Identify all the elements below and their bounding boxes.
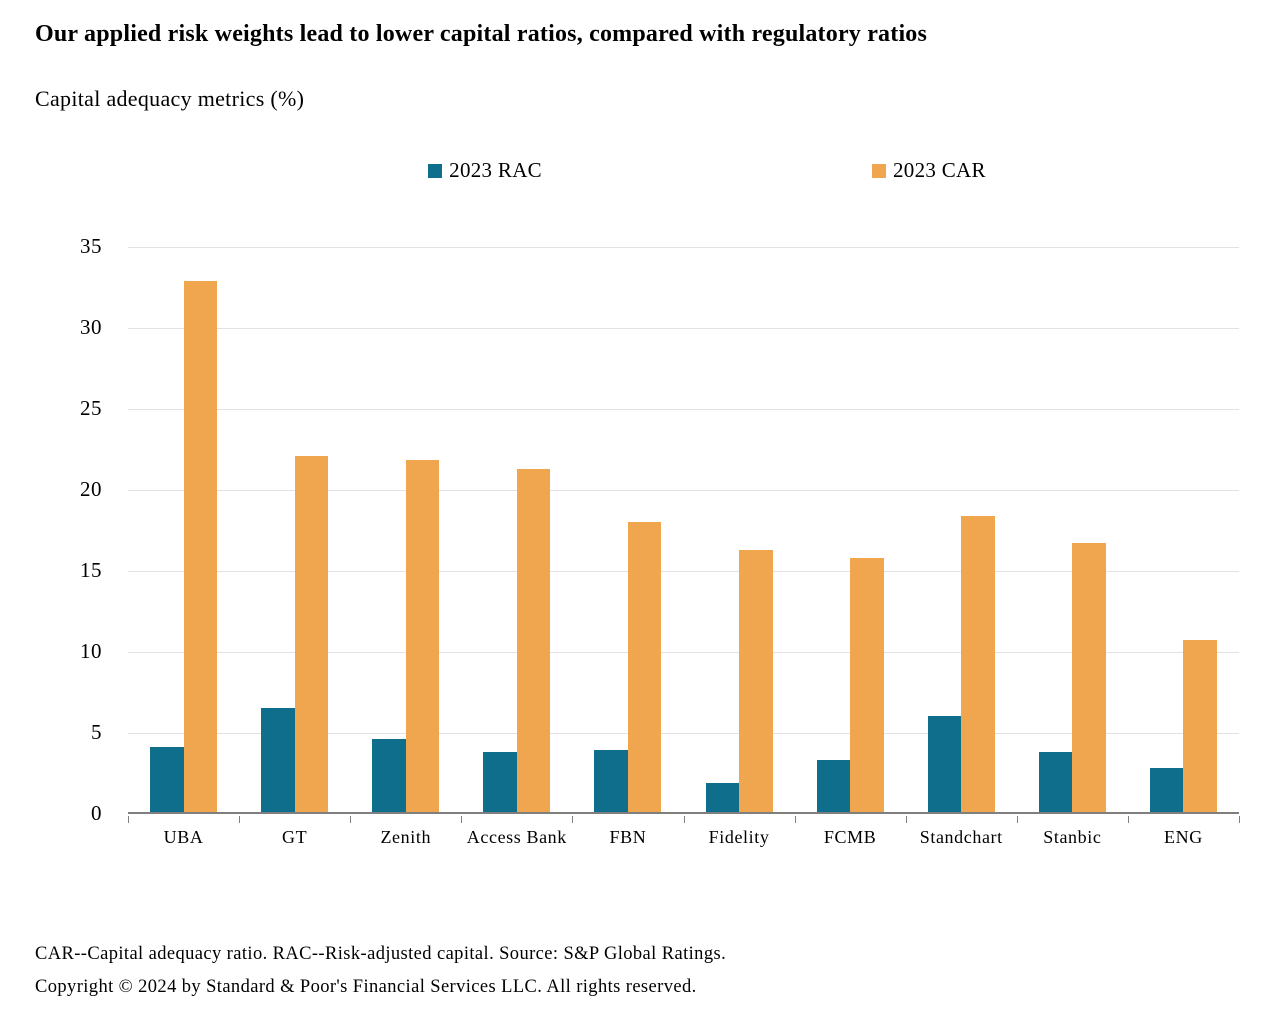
bar-2023-rac-fidelity bbox=[705, 782, 740, 812]
bar-2023-rac-access-bank bbox=[483, 752, 517, 812]
gridline-25 bbox=[128, 409, 1239, 410]
x-category-label-standchart: Standchart bbox=[919, 827, 1003, 847]
y-tick-label-5: 5 bbox=[91, 720, 102, 744]
bar-2023-rac-zenith bbox=[372, 739, 406, 812]
gridline-5 bbox=[128, 733, 1239, 734]
bar-2023-rac-fcmb bbox=[816, 760, 851, 812]
x-axis-tick bbox=[461, 816, 463, 823]
x-axis-tick bbox=[350, 816, 352, 823]
y-tick-label-30: 30 bbox=[80, 315, 102, 339]
x-axis-tick bbox=[239, 816, 241, 823]
x-category-label-gt: GT bbox=[282, 827, 308, 847]
gridline-15 bbox=[128, 571, 1239, 572]
y-tick-label-20: 20 bbox=[80, 477, 102, 501]
bar-2023-car-fbn bbox=[627, 522, 662, 812]
y-tick-label-15: 15 bbox=[80, 558, 102, 582]
bar-2023-car-standchart bbox=[961, 515, 995, 812]
bar-2023-car-zenith bbox=[405, 460, 440, 812]
gridline-20 bbox=[128, 490, 1239, 491]
chart-title: Our applied risk weights lead to lower c… bbox=[35, 21, 928, 47]
x-axis-tick bbox=[1127, 816, 1129, 823]
x-category-label-fbn: FBN bbox=[609, 827, 647, 847]
y-tick-label-10: 10 bbox=[80, 639, 102, 663]
bar-2023-car-gt bbox=[294, 455, 329, 812]
x-category-label-eng: ENG bbox=[1164, 827, 1203, 847]
y-tick-label-35: 35 bbox=[80, 234, 102, 258]
bar-2023-rac-stanbic bbox=[1038, 752, 1073, 812]
bar-2023-rac-gt bbox=[261, 708, 295, 812]
x-category-label-uba: UBA bbox=[163, 827, 204, 847]
bar-2023-rac-standchart bbox=[927, 716, 962, 812]
bar-2023-car-access-bank bbox=[516, 468, 551, 812]
bar-2023-rac-uba bbox=[150, 747, 184, 812]
plot-area bbox=[128, 247, 1240, 823]
bar-2023-car-fcmb bbox=[850, 557, 884, 812]
x-axis-tick bbox=[794, 816, 796, 823]
bar-2023-car-fidelity bbox=[739, 549, 773, 812]
chart-subtitle: Capital adequacy metrics (%) bbox=[35, 86, 305, 111]
gridline-10 bbox=[128, 652, 1239, 653]
x-category-label-fidelity: Fidelity bbox=[708, 827, 770, 847]
legend-label: 2023 CAR bbox=[893, 158, 986, 182]
bar-2023-rac-fbn bbox=[594, 750, 628, 812]
bar-2023-car-uba bbox=[183, 280, 218, 812]
legend-swatch-icon bbox=[428, 163, 443, 178]
bar-2023-rac-eng bbox=[1149, 768, 1184, 812]
footnote-definitions: CAR--Capital adequacy ratio. RAC--Risk-a… bbox=[35, 944, 727, 964]
chart-legend: 2023 RAC 2023 CAR bbox=[67, 158, 1280, 183]
bar-2023-car-stanbic bbox=[1072, 543, 1106, 812]
legend-item-2023-rac: 2023 RAC bbox=[428, 158, 542, 183]
x-category-label-access-bank: Access Bank bbox=[466, 827, 567, 847]
x-axis-tick bbox=[1016, 816, 1018, 823]
x-category-label-stanbic: Stanbic bbox=[1043, 827, 1102, 847]
gridline-30 bbox=[128, 328, 1239, 329]
x-category-label-fcmb: FCMB bbox=[823, 827, 877, 847]
y-tick-label-0: 0 bbox=[91, 801, 102, 825]
legend-item-2023-car: 2023 CAR bbox=[872, 158, 986, 183]
bar-2023-car-eng bbox=[1183, 640, 1217, 812]
x-axis-tick bbox=[905, 816, 907, 823]
x-axis-tick bbox=[128, 816, 129, 823]
gridline-35 bbox=[128, 247, 1239, 248]
x-axis-tick bbox=[1239, 816, 1240, 823]
x-axis-tick bbox=[572, 816, 574, 823]
x-category-label-zenith: Zenith bbox=[380, 827, 432, 847]
chart-footnotes: CAR--Capital adequacy ratio. RAC--Risk-a… bbox=[35, 938, 726, 1004]
y-tick-label-25: 25 bbox=[80, 396, 102, 420]
x-axis-tick bbox=[683, 816, 685, 823]
legend-swatch-icon bbox=[872, 163, 886, 178]
footnote-copyright: Copyright © 2024 by Standard & Poor's Fi… bbox=[35, 977, 697, 997]
legend-label: 2023 RAC bbox=[449, 158, 542, 182]
